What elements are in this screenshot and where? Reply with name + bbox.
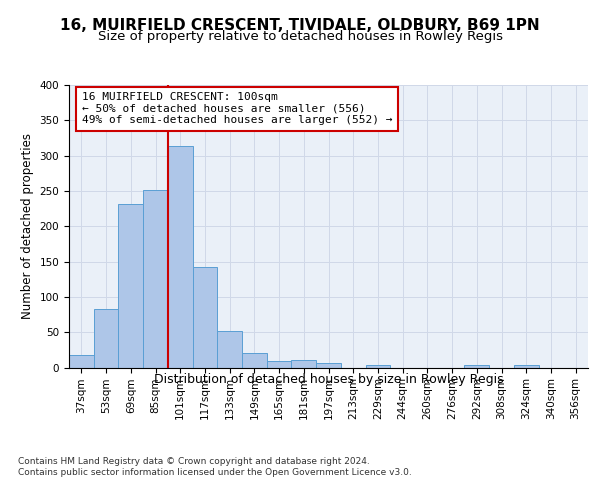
Bar <box>316 364 341 368</box>
Text: Size of property relative to detached houses in Rowley Regis: Size of property relative to detached ho… <box>97 30 503 43</box>
Bar <box>242 354 267 368</box>
Bar <box>193 267 217 368</box>
Bar <box>514 364 539 368</box>
Text: 16 MUIRFIELD CRESCENT: 100sqm
← 50% of detached houses are smaller (556)
49% of : 16 MUIRFIELD CRESCENT: 100sqm ← 50% of d… <box>82 92 392 126</box>
Bar <box>118 204 143 368</box>
Text: Distribution of detached houses by size in Rowley Regis: Distribution of detached houses by size … <box>154 372 503 386</box>
Bar <box>217 332 242 368</box>
Bar <box>267 361 292 368</box>
Text: Contains HM Land Registry data © Crown copyright and database right 2024.
Contai: Contains HM Land Registry data © Crown c… <box>18 458 412 477</box>
Bar <box>464 364 489 368</box>
Y-axis label: Number of detached properties: Number of detached properties <box>21 133 34 320</box>
Bar <box>292 360 316 368</box>
Bar <box>143 190 168 368</box>
Bar <box>365 366 390 368</box>
Bar <box>69 356 94 368</box>
Text: 16, MUIRFIELD CRESCENT, TIVIDALE, OLDBURY, B69 1PN: 16, MUIRFIELD CRESCENT, TIVIDALE, OLDBUR… <box>60 18 540 32</box>
Bar <box>168 146 193 368</box>
Bar <box>94 309 118 368</box>
